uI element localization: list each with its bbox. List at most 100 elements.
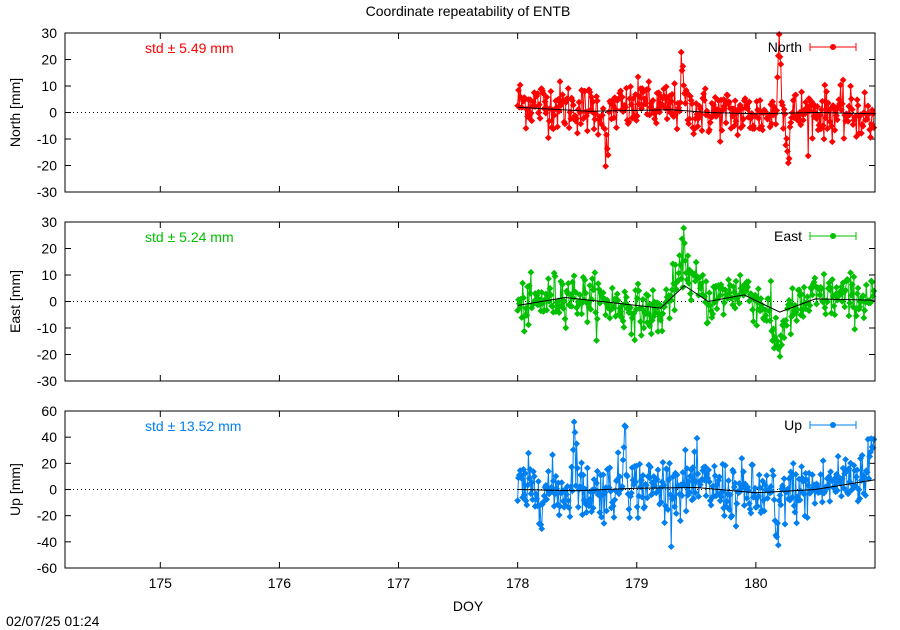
north-data-point: [724, 91, 732, 99]
east-data-point: [821, 304, 829, 312]
up-data-point: [798, 463, 805, 471]
east-data-point: [559, 281, 566, 288]
east-ytick-label: 20: [41, 241, 57, 257]
up-data-point: [554, 501, 561, 509]
up-data-point: [518, 475, 526, 482]
east-data-point: [745, 278, 752, 286]
up-data-point: [530, 473, 538, 480]
north-data-point: [706, 126, 713, 134]
north-data-point: [784, 159, 792, 167]
north-data-point: [539, 90, 547, 98]
east-data-point: [762, 312, 770, 320]
north-data-point: [779, 125, 787, 132]
up-data-point: [625, 505, 633, 513]
east-data-point: [731, 304, 739, 312]
up-data-point: [514, 497, 522, 505]
up-data-point: [855, 486, 863, 493]
up-data-point: [800, 490, 808, 498]
north-data-point: [698, 127, 706, 134]
east-data-point: [638, 305, 646, 313]
east-data-point: [558, 301, 566, 309]
north-data-point: [618, 106, 625, 114]
up-data-point: [632, 478, 639, 486]
north-data-point: [627, 101, 635, 108]
east-data-point: [847, 291, 855, 299]
up-data-point: [838, 492, 845, 500]
east-data-point: [776, 353, 784, 360]
east-data-point: [681, 239, 688, 247]
up-data-point: [870, 436, 878, 443]
north-data-point: [787, 119, 795, 127]
north-data-point: [527, 109, 535, 117]
timestamp: 02/07/25 01:24: [6, 613, 100, 629]
north-data-point: [658, 100, 666, 108]
east-data-point: [847, 269, 854, 277]
up-data-point: [808, 471, 816, 479]
east-data-point: [635, 287, 643, 295]
east-data-point: [859, 292, 867, 300]
up-data-point: [579, 471, 587, 479]
north-data-point: [575, 98, 583, 106]
east-data-point: [697, 280, 705, 288]
east-data-point: [860, 314, 868, 322]
north-data-point: [642, 100, 649, 108]
north-data-point: [864, 102, 872, 110]
east-data-point: [568, 302, 576, 310]
north-data-point: [867, 133, 874, 141]
north-data-point: [847, 82, 854, 90]
up-data-point: [622, 423, 629, 431]
east-data-point: [606, 314, 614, 322]
north-data-point: [635, 100, 643, 108]
north-data-point: [808, 98, 815, 105]
east-data-point: [749, 306, 756, 314]
north-data-point: [676, 107, 683, 115]
up-data-point: [633, 503, 641, 511]
up-data-point: [529, 496, 536, 504]
north-data-point: [847, 95, 855, 103]
east-data-point: [822, 310, 830, 318]
east-panel: 30 20 10 0 -10 -20 -30 East [mm] std ± 5.24 mm Ea…: [7, 214, 878, 389]
up-data-point: [639, 472, 647, 479]
up-data-point: [586, 495, 594, 503]
east-data-point: [671, 306, 678, 314]
east-data-point: [662, 286, 670, 293]
north-data-point: [845, 102, 853, 110]
north-data-point: [870, 124, 878, 132]
east-ytick-label: 10: [41, 267, 57, 283]
up-ytick-label: -40: [37, 534, 57, 550]
north-data-point: [853, 96, 861, 104]
up-data-point: [520, 491, 528, 499]
north-data-point: [646, 111, 654, 119]
up-data-point: [558, 479, 566, 487]
east-data-point: [696, 284, 704, 292]
up-data-point: [641, 503, 649, 511]
east-data-point: [842, 286, 849, 294]
north-data-point: [833, 116, 841, 124]
north-data-point: [821, 81, 829, 89]
north-data-point: [577, 120, 585, 128]
north-data-point: [688, 100, 696, 108]
east-data-point: [867, 299, 874, 307]
up-data-point: [831, 475, 839, 482]
east-data-point: [594, 280, 602, 288]
north-data-point: [848, 106, 856, 113]
up-data-point: [665, 476, 673, 484]
east-data-point: [560, 297, 568, 305]
east-data-point: [794, 306, 801, 313]
north-ytick-label: -10: [37, 131, 57, 147]
north-data-point: [818, 106, 825, 114]
up-data-point: [636, 460, 644, 468]
east-data-point: [758, 301, 766, 309]
north-ytick-label: -20: [37, 158, 57, 174]
north-data-point: [667, 98, 675, 105]
east-legend-label: East: [774, 228, 802, 244]
up-data-point: [761, 481, 769, 489]
north-data-point: [592, 110, 600, 118]
east-data-point: [593, 337, 600, 344]
up-data-point: [685, 477, 693, 485]
north-data-point: [696, 105, 704, 113]
up-data-point: [571, 428, 579, 436]
east-data-point: [544, 275, 552, 283]
east-data-point: [633, 294, 641, 302]
up-data-point: [717, 493, 725, 501]
